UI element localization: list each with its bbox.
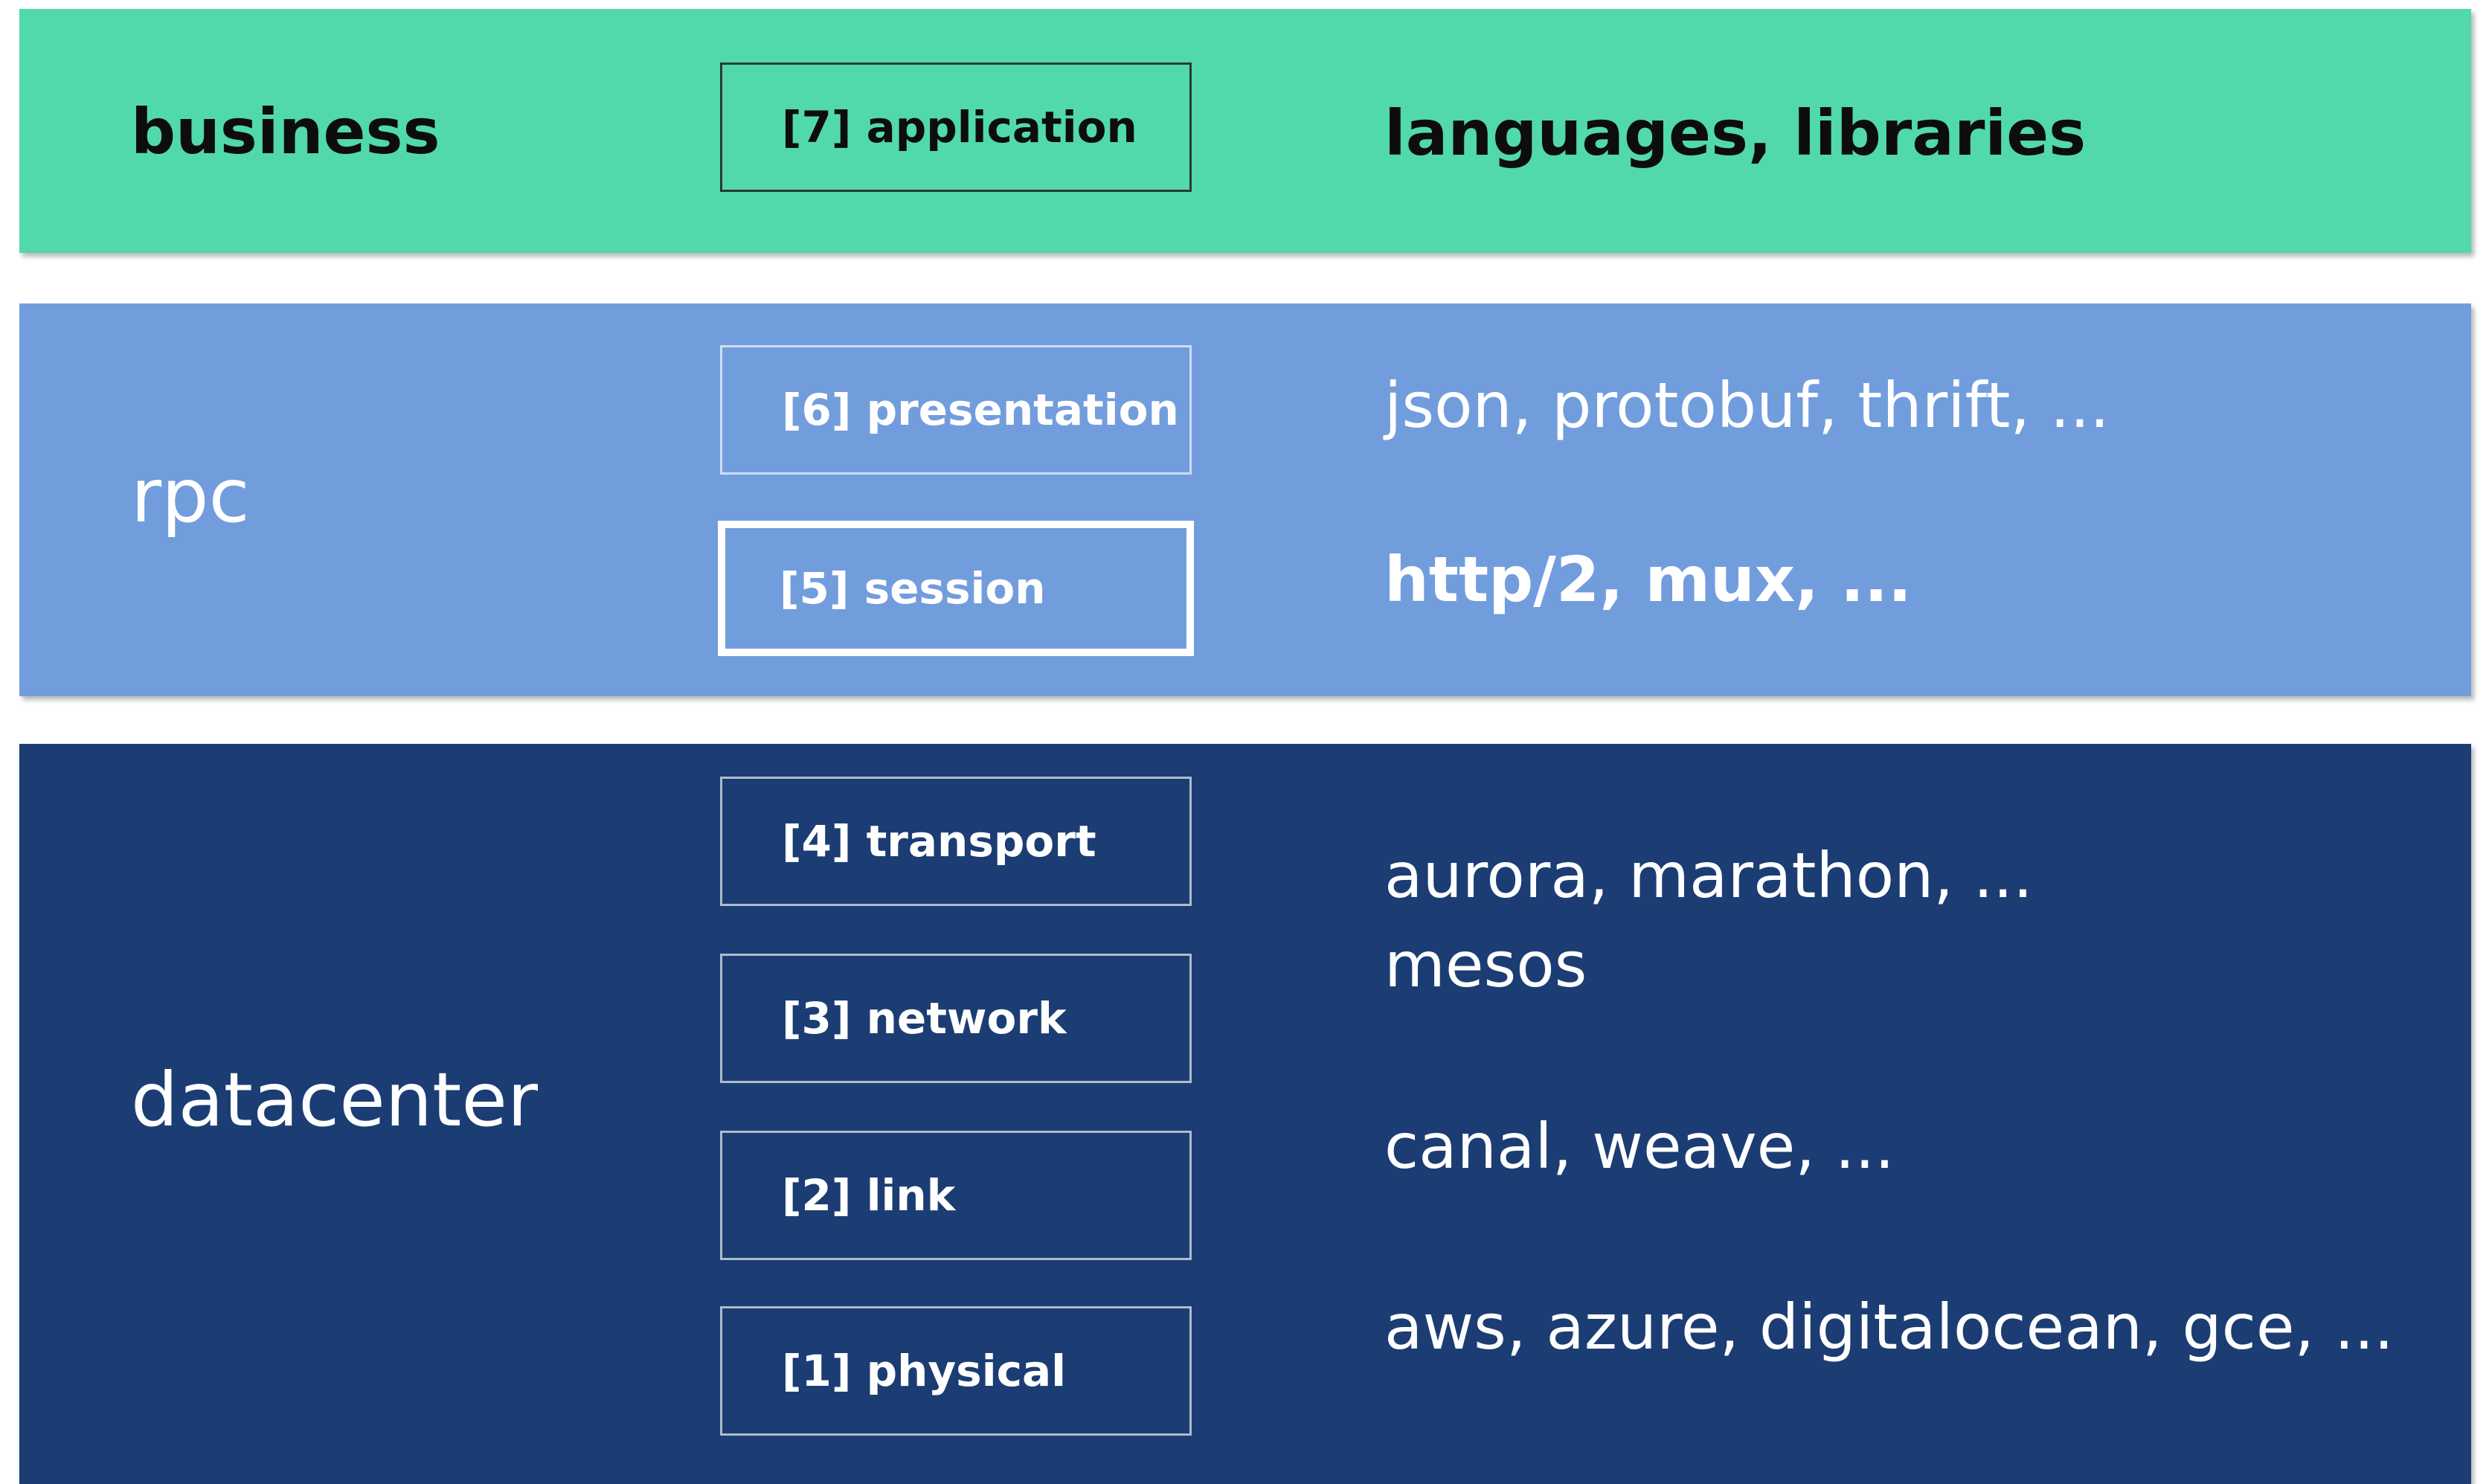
band-label-rpc: rpc xyxy=(131,452,250,539)
layer-label-presentation: [6] presentation xyxy=(782,385,1179,435)
layer-box-presentation: [6] presentation xyxy=(720,345,1192,475)
band-business: business [7] application languages, libr… xyxy=(19,9,2471,253)
layer-label-link: [2] link xyxy=(782,1170,956,1221)
layer-label-physical: [1] physical xyxy=(782,1346,1066,1396)
layer-box-physical: [1] physical xyxy=(720,1306,1192,1436)
tech-label-protocols: http/2, mux, ... xyxy=(1384,543,1912,616)
layer-label-transport: [4] transport xyxy=(782,816,1096,867)
band-label-business: business xyxy=(131,95,440,168)
layer-box-transport: [4] transport xyxy=(720,777,1192,906)
layer-box-link: [2] link xyxy=(720,1131,1192,1260)
layer-label-session: [5] session xyxy=(780,563,1046,614)
band-datacenter: datacenter [4] transport [3] network [2]… xyxy=(19,744,2471,1484)
band-label-datacenter: datacenter xyxy=(131,1056,538,1143)
tech-label-serialization: json, protobuf, thrift, ... xyxy=(1384,369,2110,442)
layer-label-network: [3] network xyxy=(782,993,1067,1044)
band-rpc: rpc [6] presentation [5] session json, p… xyxy=(19,303,2471,696)
layer-box-session: [5] session xyxy=(718,521,1194,656)
tech-label-networking: canal, weave, ... xyxy=(1384,1110,1895,1183)
tech-label-clouds: aws, azure, digitalocean, gce, ... xyxy=(1384,1291,2395,1363)
layer-box-network: [3] network xyxy=(720,954,1192,1083)
tech-label-schedulers: aurora, marathon, ... xyxy=(1384,839,2033,912)
tech-label-languages: languages, libraries xyxy=(1384,97,2087,170)
layer-label-application: [7] application xyxy=(782,102,1137,152)
tech-label-mesos: mesos xyxy=(1384,928,1587,1001)
layer-box-application: [7] application xyxy=(720,62,1192,192)
